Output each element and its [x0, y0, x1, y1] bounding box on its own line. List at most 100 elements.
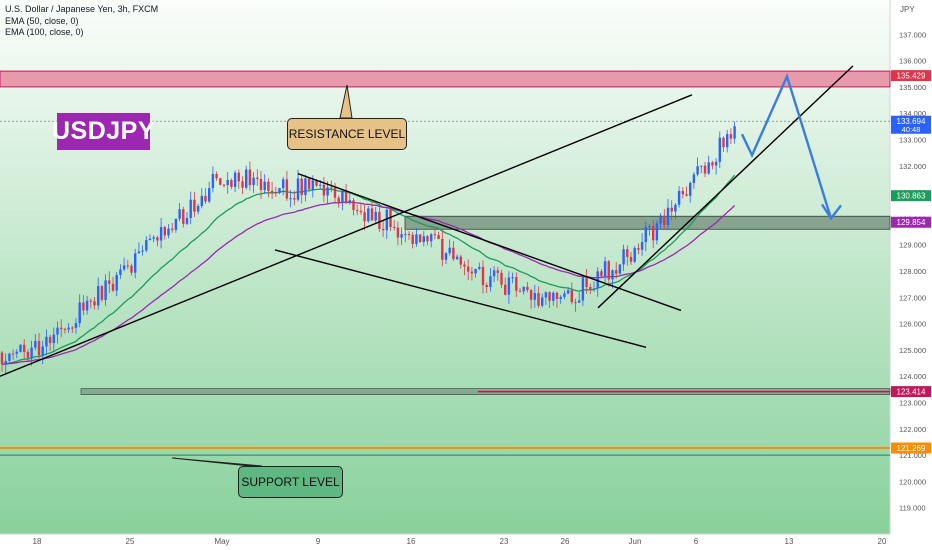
candle-body — [389, 209, 392, 227]
y-tick-label: 125.000 — [899, 346, 926, 355]
candle-body — [148, 238, 152, 241]
candle-body — [537, 293, 540, 306]
candle-body — [348, 200, 351, 204]
candle-body — [52, 334, 55, 344]
candle-body — [552, 292, 555, 301]
y-tick-label: 137.000 — [899, 30, 926, 39]
candle-body — [11, 353, 15, 355]
candle-body — [307, 178, 311, 190]
candle-body — [267, 181, 270, 191]
candle-body — [226, 179, 229, 186]
last-price-label-bg — [891, 115, 931, 134]
candle-body — [60, 327, 63, 330]
candle-body — [689, 182, 692, 196]
y-tick-label: 121.000 — [899, 451, 926, 460]
candle-body — [259, 179, 263, 191]
candle-body — [248, 169, 252, 186]
y-tick-label: 134.000 — [899, 109, 926, 118]
y-tick-label: 124.000 — [899, 372, 926, 381]
candle-body — [174, 218, 178, 230]
ema50-price-label: 130.863 — [897, 192, 926, 201]
candle-body — [185, 218, 189, 224]
candle-body — [270, 190, 274, 193]
candle-body — [344, 190, 348, 204]
candle-body — [208, 188, 211, 202]
candle-body — [396, 227, 400, 238]
candle-body — [633, 248, 636, 262]
candle-body — [341, 190, 344, 203]
candle-body — [681, 190, 684, 195]
legend-ema100: EMA (100, close, 0) — [5, 27, 84, 37]
candle-body — [677, 190, 681, 205]
chart-legend: U.S. Dollar / Japanese Yen, 3h, FXCM EMA… — [5, 4, 158, 39]
candle-body — [511, 277, 514, 279]
candle-body — [437, 235, 440, 239]
mid-level-price-label-bg — [891, 386, 931, 398]
candle-body — [526, 286, 529, 291]
candle-body — [700, 165, 703, 167]
y-tick-label: 122.000 — [899, 425, 926, 434]
candle-body — [541, 297, 544, 306]
candle-body — [311, 180, 314, 190]
candle-body — [492, 270, 496, 277]
candle-body — [385, 209, 388, 231]
price-axis-background — [890, 0, 932, 550]
candle-body — [126, 265, 129, 267]
resistance-callout: RESISTANCE LEVEL — [287, 118, 407, 150]
candle-body — [74, 323, 78, 328]
y-tick-label: 119.000 — [899, 504, 926, 513]
candle-body — [629, 256, 633, 262]
candle-body — [474, 268, 477, 274]
legend-ema50: EMA (50, close, 0) — [5, 15, 79, 26]
x-tick-label: 18 — [33, 537, 42, 546]
candle-body — [8, 353, 11, 361]
candle-body — [141, 250, 144, 252]
candle-body — [241, 181, 244, 188]
x-tick-label: 26 — [561, 537, 570, 546]
candle-body — [19, 344, 22, 352]
candle-body — [300, 178, 303, 196]
candle-body — [655, 223, 659, 241]
candle-body — [448, 247, 451, 254]
candle-body — [707, 162, 710, 174]
candle-body — [337, 197, 340, 203]
x-tick-label: May — [214, 537, 229, 546]
x-tick-label: 20 — [878, 537, 887, 546]
candle-body — [496, 270, 499, 273]
candle-body — [607, 261, 610, 280]
upper-channel-line — [297, 173, 682, 312]
last-price-label-countdown: 40:48 — [902, 125, 921, 134]
candle-body — [41, 346, 44, 356]
candle-body — [570, 290, 573, 303]
candle-body — [411, 234, 414, 244]
candle-body — [370, 208, 374, 221]
candle-body — [563, 293, 566, 297]
candle-body — [711, 162, 714, 166]
lower-channel-line — [274, 249, 647, 348]
candle-body — [452, 247, 455, 260]
ema50-price-label-bg — [891, 190, 931, 202]
candle-body — [696, 166, 699, 175]
candle-body — [481, 266, 485, 286]
candle-body — [441, 238, 444, 260]
candle-body — [163, 227, 166, 236]
candle-body — [293, 198, 296, 200]
candle-body — [89, 300, 92, 302]
candle-body — [659, 215, 662, 224]
candle-body — [193, 199, 196, 212]
rising-trend-line — [0, 94, 693, 377]
candle-body — [134, 253, 137, 273]
candle-body — [459, 256, 462, 265]
candle-body — [104, 280, 107, 300]
projection-arrowhead — [820, 203, 842, 221]
candle-body — [529, 290, 533, 300]
candle-body — [67, 327, 70, 330]
x-tick-label: 16 — [407, 537, 416, 546]
candle-body — [674, 204, 677, 212]
candle-body — [548, 292, 551, 301]
candle-body — [119, 269, 122, 275]
candle-body — [596, 271, 599, 289]
candle-body — [603, 261, 607, 277]
candle-body — [200, 195, 203, 206]
